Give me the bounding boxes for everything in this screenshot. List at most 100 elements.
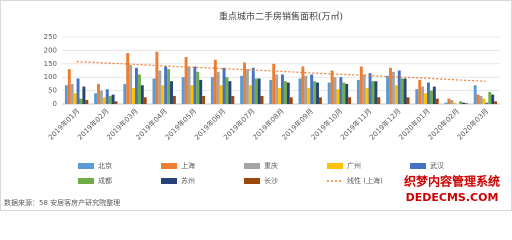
bar (298, 78, 302, 104)
bar (427, 82, 430, 104)
watermark: 织梦内容管理系统 (404, 174, 500, 189)
legend-label: 北京 (98, 161, 112, 170)
bar (342, 82, 346, 104)
bar (453, 102, 457, 104)
bar (70, 83, 74, 104)
bar (435, 98, 439, 104)
bar (377, 97, 381, 104)
bar (170, 81, 173, 104)
bar (318, 97, 322, 104)
bar (406, 97, 410, 104)
bar (307, 87, 311, 104)
bar (485, 102, 489, 104)
bar (132, 87, 135, 104)
bar (459, 101, 463, 104)
bar (181, 77, 185, 104)
bar (73, 93, 77, 104)
y-tick-label: 150 (44, 60, 57, 68)
bar (362, 74, 366, 104)
bar (386, 75, 390, 104)
bar (240, 75, 244, 104)
bar (228, 81, 232, 104)
legend-label: 武汉 (430, 161, 444, 170)
legend-label: 广州 (347, 161, 361, 170)
legend-symbol (327, 163, 343, 169)
legend-label: 成都 (98, 176, 112, 185)
bar (243, 62, 246, 104)
bar (418, 79, 422, 104)
bar (164, 66, 168, 104)
bar (155, 51, 159, 104)
bar (137, 74, 141, 104)
bar (447, 98, 451, 104)
bar (283, 81, 287, 104)
y-tick-label: 0 (53, 100, 57, 108)
bar (231, 95, 235, 104)
trend-line (76, 61, 486, 82)
bar (67, 69, 71, 104)
bar (190, 85, 194, 104)
legend-symbol (161, 163, 177, 169)
bar (421, 86, 425, 104)
legend-symbol (244, 178, 260, 184)
bar (482, 98, 486, 104)
bar (167, 69, 171, 104)
bar (289, 97, 293, 104)
source-note: 数据来源：58 安居客房产研究院整理 (4, 198, 120, 207)
bar (479, 95, 483, 104)
bar (313, 81, 317, 104)
chart: 重点城市二手房销售面积(万㎡) 数据来源：58 安居客房产研究院整理 织梦内容管… (0, 0, 512, 211)
bar (202, 95, 206, 104)
bar (394, 85, 398, 104)
bar (158, 70, 162, 104)
bar (199, 79, 203, 104)
bar (97, 83, 100, 104)
bar (129, 65, 133, 104)
bar (123, 83, 127, 104)
bar (365, 87, 369, 104)
bar (82, 86, 86, 104)
bar (76, 78, 80, 104)
bar (105, 89, 109, 104)
bar (143, 97, 147, 104)
bar (269, 79, 273, 104)
bar (281, 74, 284, 104)
legend-symbol (410, 163, 426, 169)
bar (310, 74, 314, 104)
bar (135, 67, 138, 104)
bar (339, 77, 343, 104)
bar (272, 63, 276, 104)
legend-symbol (78, 163, 94, 169)
bar (301, 66, 305, 104)
bar (336, 89, 340, 104)
bar (152, 78, 156, 104)
bar (213, 59, 217, 104)
bar (356, 79, 360, 104)
bar (64, 85, 68, 104)
bar (251, 67, 255, 104)
bar (432, 86, 436, 104)
bar (450, 99, 454, 104)
bar (196, 71, 200, 104)
bar (429, 90, 433, 104)
bar (286, 82, 290, 104)
bar (225, 77, 229, 104)
y-tick-label: 200 (44, 46, 57, 54)
bar (327, 82, 331, 104)
y-tick-label: 100 (44, 73, 57, 81)
bar (210, 77, 214, 104)
bar (172, 95, 176, 104)
bar (216, 71, 220, 104)
legend-label: 重庆 (264, 161, 278, 170)
bar (403, 78, 407, 104)
chart-title: 重点城市二手房销售面积(万㎡) (219, 11, 343, 23)
bar (219, 85, 223, 104)
bar (333, 77, 337, 104)
bar (491, 94, 495, 104)
bar (464, 103, 468, 104)
legend-label: 线性 (上海) (347, 176, 383, 185)
bar (254, 78, 258, 104)
bar (257, 78, 261, 104)
bar (348, 97, 352, 104)
bar (424, 93, 427, 104)
